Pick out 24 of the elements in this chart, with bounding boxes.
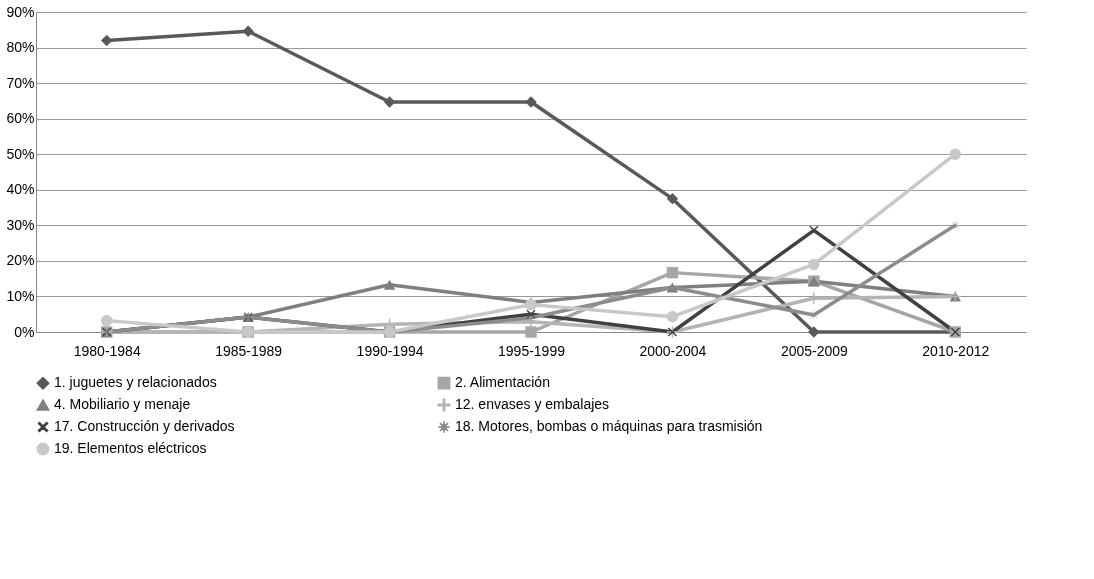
legend-label: 18. Motores, bombas o máquinas para trasmisión <box>455 418 763 434</box>
legend-label: 1. juguetes y relacionados <box>54 374 217 391</box>
legend-label: 17. Construcción y derivados <box>54 418 235 434</box>
y-tick-label: 60% <box>6 110 35 127</box>
x-tick-label: 1990-1994 <box>356 342 424 359</box>
y-tick-label: 20% <box>6 252 35 269</box>
y-tick-label: 40% <box>6 181 35 198</box>
x-tick-label: 2000-2004 <box>639 342 707 359</box>
x-tick-label: 1985-1989 <box>215 342 283 359</box>
legend-label: 4. Mobiliario y menaje <box>54 396 191 412</box>
y-tick-label: 10% <box>6 287 35 304</box>
y-tick-label: 90% <box>6 3 35 20</box>
y-tick-label: 70% <box>6 74 35 91</box>
y-tick-label: 30% <box>6 216 35 233</box>
x-tick-label: 2010-2012 <box>922 342 990 359</box>
x-tick-label: 1980-1984 <box>73 342 141 359</box>
x-tick-label: 1995-1999 <box>498 342 566 359</box>
legend-label: 2. Alimentación <box>455 374 550 391</box>
y-tick-label: 0% <box>14 323 35 340</box>
x-tick-label: 2005-2009 <box>780 342 849 359</box>
legend-label: 19. Elementos eléctricos <box>54 440 207 456</box>
legend-label: 12. envases y embalajes <box>455 396 610 412</box>
y-tick-label: 80% <box>6 39 35 56</box>
y-tick-label: 50% <box>6 145 35 162</box>
